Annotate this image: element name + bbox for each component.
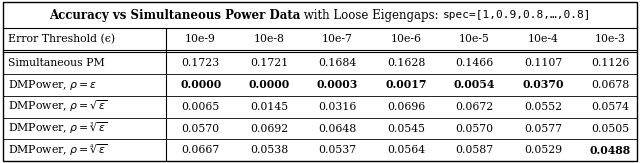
Text: 0.0577: 0.0577 — [524, 124, 562, 133]
Text: 0.0370: 0.0370 — [522, 79, 564, 90]
Text: 0.0000: 0.0000 — [248, 79, 290, 90]
Text: 0.1126: 0.1126 — [591, 58, 629, 68]
Text: 0.0696: 0.0696 — [387, 102, 425, 112]
Text: Simultaneous PM: Simultaneous PM — [8, 58, 105, 68]
Text: 0.0648: 0.0648 — [319, 124, 356, 133]
Text: 0.1107: 0.1107 — [524, 58, 562, 68]
Text: 10e-8: 10e-8 — [253, 34, 285, 44]
Text: 0.0145: 0.0145 — [250, 102, 288, 112]
Text: 0.1684: 0.1684 — [319, 58, 356, 68]
Text: DMPower, $\rho = \sqrt{\epsilon}$: DMPower, $\rho = \sqrt{\epsilon}$ — [8, 99, 108, 114]
Text: 0.0054: 0.0054 — [454, 79, 495, 90]
Text: 10e-3: 10e-3 — [595, 34, 626, 44]
Text: spec=[1,0.9,0.8,…,0.8]: spec=[1,0.9,0.8,…,0.8] — [443, 10, 591, 20]
Text: 0.0065: 0.0065 — [182, 102, 220, 112]
Text: 0.0570: 0.0570 — [182, 124, 220, 133]
Text: DMPower, $\rho = \sqrt[4]{\epsilon}$: DMPower, $\rho = \sqrt[4]{\epsilon}$ — [8, 143, 108, 158]
Text: 10e-6: 10e-6 — [390, 34, 422, 44]
Text: 0.0574: 0.0574 — [591, 102, 629, 112]
Text: 0.1466: 0.1466 — [456, 58, 493, 68]
Text: 0.0545: 0.0545 — [387, 124, 425, 133]
Text: 0.0538: 0.0538 — [250, 145, 288, 156]
Text: 0.0672: 0.0672 — [456, 102, 493, 112]
Text: 0.0003: 0.0003 — [317, 79, 358, 90]
Text: 0.0529: 0.0529 — [524, 145, 562, 156]
Text: Accuracy vs Simultaneous Power Data: Accuracy vs Simultaneous Power Data — [49, 8, 300, 22]
Text: 0.0505: 0.0505 — [591, 124, 629, 133]
Text: 0.1628: 0.1628 — [387, 58, 425, 68]
Text: 0.0316: 0.0316 — [319, 102, 356, 112]
Text: 0.0587: 0.0587 — [456, 145, 493, 156]
Text: DMPower, $\rho = \epsilon$: DMPower, $\rho = \epsilon$ — [8, 78, 98, 92]
Text: 0.1723: 0.1723 — [182, 58, 220, 68]
Text: 0.0000: 0.0000 — [180, 79, 221, 90]
Text: 0.0570: 0.0570 — [456, 124, 493, 133]
Text: 0.0692: 0.0692 — [250, 124, 288, 133]
Text: 0.0667: 0.0667 — [182, 145, 220, 156]
Text: 10e-4: 10e-4 — [527, 34, 559, 44]
Text: 10e-9: 10e-9 — [185, 34, 216, 44]
Text: 10e-7: 10e-7 — [322, 34, 353, 44]
Text: 0.0564: 0.0564 — [387, 145, 425, 156]
Text: 0.0552: 0.0552 — [524, 102, 562, 112]
Text: Error Threshold (ϵ): Error Threshold (ϵ) — [8, 34, 115, 44]
Text: 0.0537: 0.0537 — [319, 145, 356, 156]
Text: 10e-5: 10e-5 — [459, 34, 490, 44]
Text: DMPower, $\rho = \sqrt[3]{\epsilon}$: DMPower, $\rho = \sqrt[3]{\epsilon}$ — [8, 121, 108, 136]
Text: 0.0488: 0.0488 — [589, 145, 631, 156]
Text: 0.0017: 0.0017 — [385, 79, 427, 90]
Text: with Loose Eigengaps:: with Loose Eigengaps: — [300, 8, 443, 22]
Text: 0.0678: 0.0678 — [591, 80, 629, 90]
Text: 0.1721: 0.1721 — [250, 58, 288, 68]
